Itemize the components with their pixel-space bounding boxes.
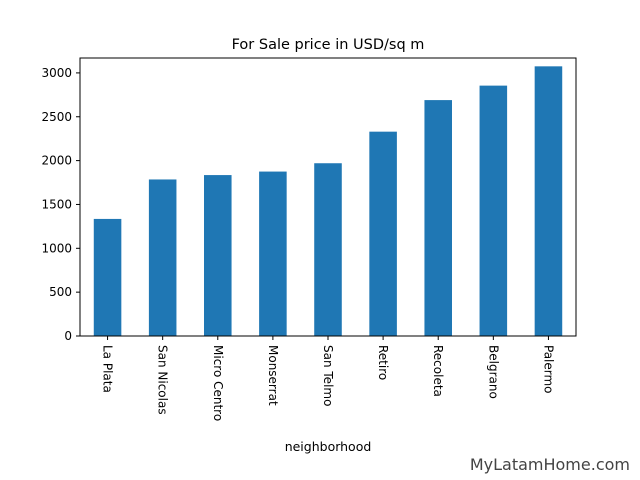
y-tick-label-4: 2000 xyxy=(41,154,72,168)
x-axis: La Plata San Nicolas Micro Centro Monserrat… xyxy=(101,336,555,421)
bars-group xyxy=(93,66,563,336)
bar-5 xyxy=(369,131,397,336)
y-tick-label-2: 1000 xyxy=(41,241,72,255)
x-tick-label-3: Monserrat xyxy=(266,345,280,406)
watermark: MyLatamHome.com xyxy=(469,455,630,474)
bar-8 xyxy=(534,66,563,336)
x-tick-label-5: Retiro xyxy=(376,345,390,380)
x-tick-label-8: Palermo xyxy=(541,345,555,394)
y-tick-label-6: 3000 xyxy=(41,66,72,80)
x-tick-label-6: Recoleta xyxy=(431,345,445,397)
x-tick-label-0: La Plata xyxy=(101,345,115,393)
bar-6 xyxy=(424,100,452,336)
y-tick-label-1: 500 xyxy=(49,285,72,299)
y-tick-label-5: 2500 xyxy=(41,110,72,124)
x-tick-label-2: Micro Centro xyxy=(211,345,225,421)
bar-1 xyxy=(148,179,177,336)
bar-2 xyxy=(204,175,232,336)
x-axis-label: neighborhood xyxy=(285,439,372,454)
x-tick-label-1: San Nicolas xyxy=(156,345,170,415)
plot-frame xyxy=(79,57,577,337)
y-tick-label-3: 1500 xyxy=(41,197,72,211)
x-tick-label-7: Belgrano xyxy=(486,345,500,399)
bar-0 xyxy=(93,218,122,336)
bar-7 xyxy=(479,85,508,336)
bar-3 xyxy=(259,171,287,336)
y-tick-label-0: 0 xyxy=(64,329,72,343)
bar-4 xyxy=(314,163,342,336)
x-tick-label-4: San Telmo xyxy=(321,345,335,406)
chart-title: For Sale price in USD/sq m xyxy=(232,37,425,53)
y-axis: 0 500 1000 1500 2000 2500 3000 xyxy=(41,66,80,343)
